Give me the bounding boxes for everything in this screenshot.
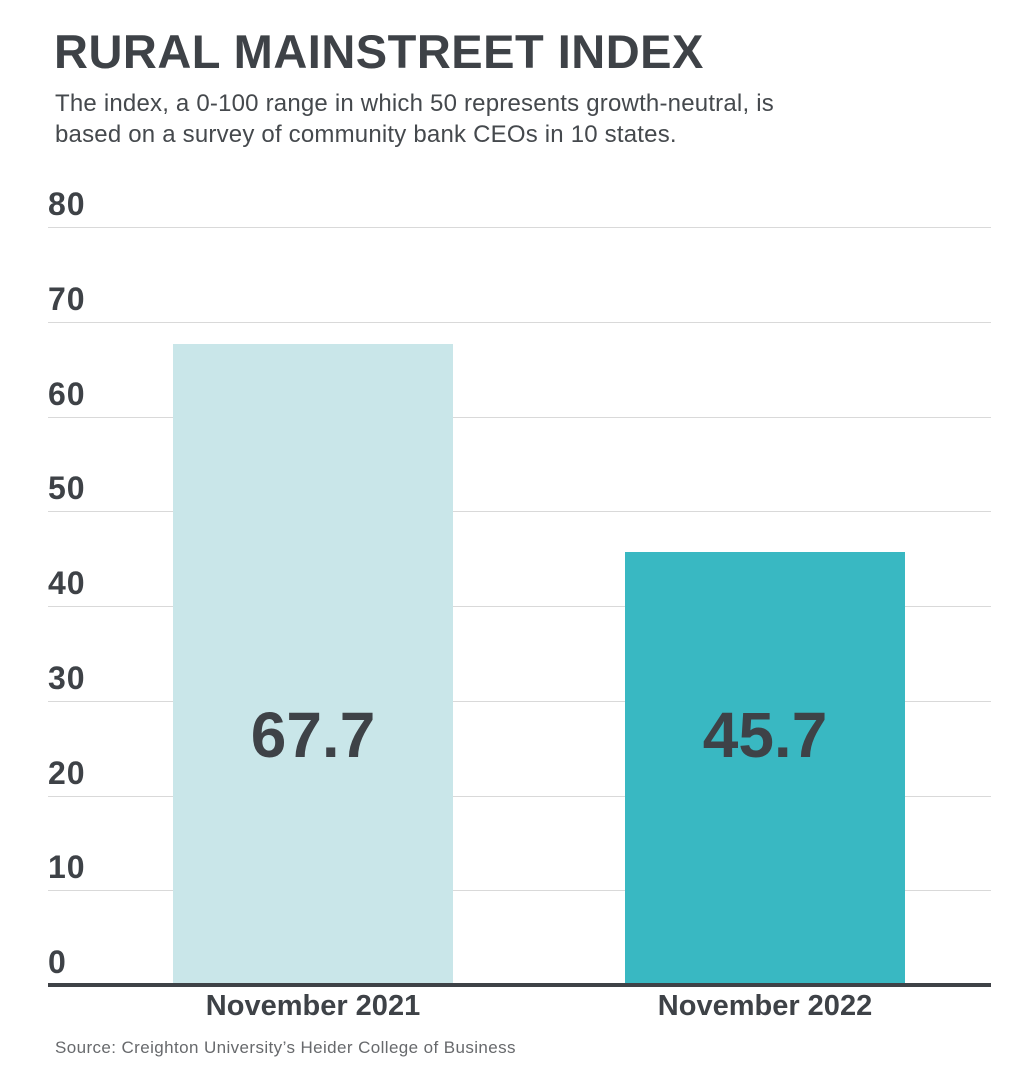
- y-tick-label-20: 20: [48, 755, 86, 791]
- gridline-40: [48, 606, 991, 607]
- gridline-20: [48, 796, 991, 797]
- y-tick-label-0: 0: [48, 944, 67, 980]
- x-category-label-november-2022: November 2022: [657, 990, 873, 1022]
- chart-subtitle-line-2: based on a survey of community bank CEOs…: [55, 121, 677, 148]
- y-tick-label-70: 70: [48, 281, 86, 317]
- bar-value-label-november-2022: 45.7: [702, 699, 828, 771]
- chart-title: RURAL MAINSTREET INDEX: [54, 25, 704, 78]
- bar-november-2021: [173, 344, 453, 985]
- y-tick-label-50: 50: [48, 470, 86, 506]
- y-tick-label-80: 80: [48, 186, 86, 222]
- y-tick-label-40: 40: [48, 565, 86, 601]
- chart-subtitle: The index, a 0-100 range in which 50 rep…: [55, 88, 774, 150]
- chart-subtitle-line-1: The index, a 0-100 range in which 50 rep…: [55, 90, 774, 117]
- y-tick-label-30: 30: [48, 660, 86, 696]
- y-tick-label-60: 60: [48, 376, 86, 412]
- gridline-50: [48, 511, 991, 512]
- x-category-label-november-2021: November 2021: [205, 990, 421, 1022]
- y-tick-label-10: 10: [48, 849, 86, 885]
- gridline-70: [48, 322, 991, 323]
- x-axis-baseline: [48, 983, 991, 987]
- gridline-80: [48, 227, 991, 228]
- gridline-30: [48, 701, 991, 702]
- bar-november-2022: [625, 552, 905, 985]
- gridline-60: [48, 417, 991, 418]
- gridline-10: [48, 890, 991, 891]
- source-note: Source: Creighton University’s Heider Co…: [55, 1038, 516, 1057]
- bar-value-label-november-2021: 67.7: [250, 699, 376, 771]
